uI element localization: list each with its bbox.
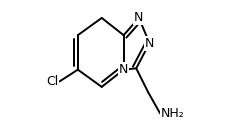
Text: N: N [134,11,143,24]
Text: N: N [118,63,128,76]
Text: Cl: Cl [46,75,58,88]
Text: NH₂: NH₂ [160,107,184,120]
Text: N: N [144,37,153,50]
